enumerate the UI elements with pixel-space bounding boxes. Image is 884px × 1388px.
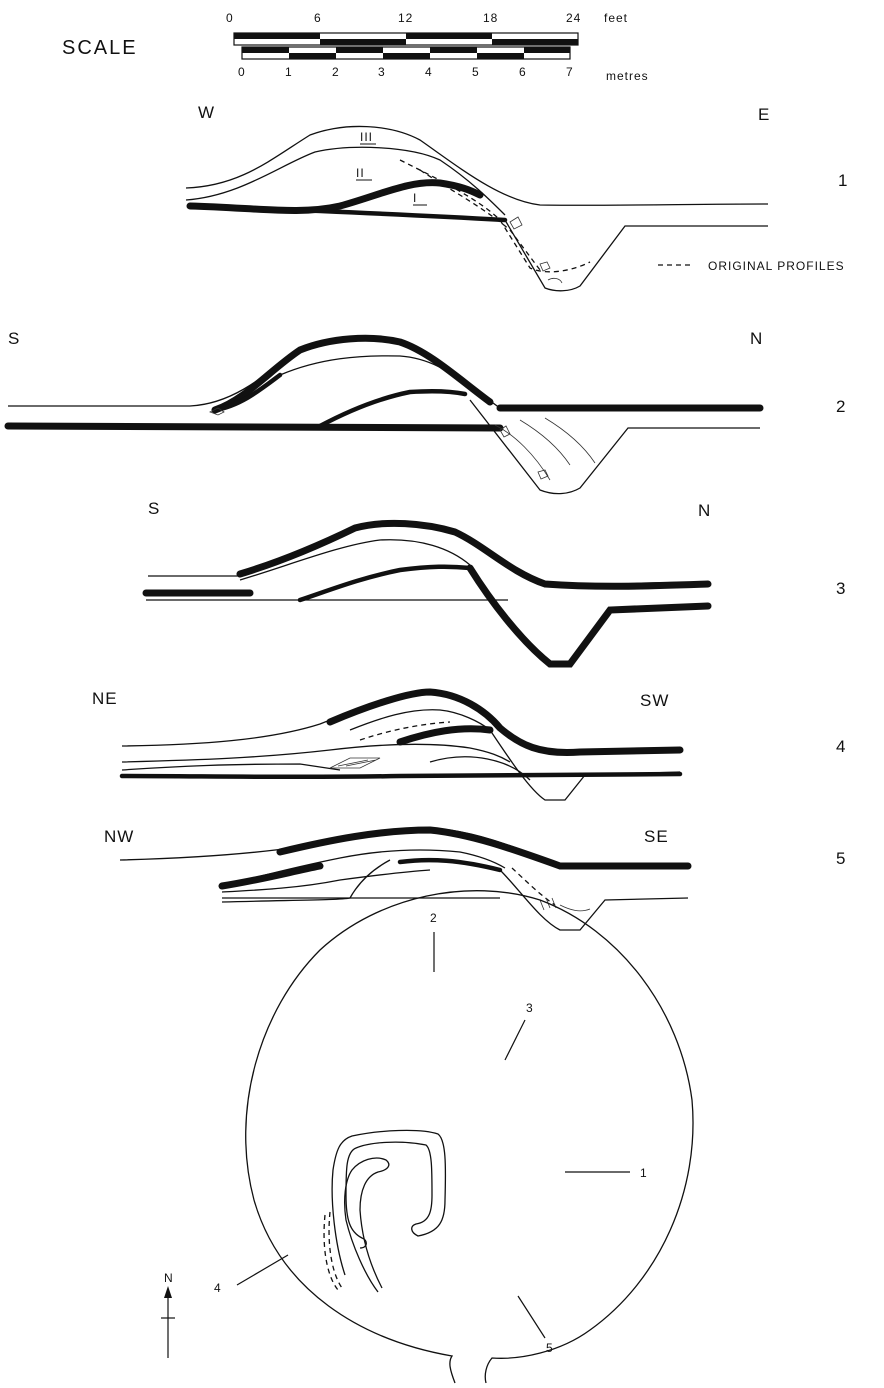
north-arrow-icon: N <box>161 1271 175 1358</box>
plan-label-5: 5 <box>546 1341 554 1355</box>
plan-label-3: 3 <box>526 1001 534 1015</box>
north-label: N <box>164 1271 174 1285</box>
section-3-left-label: S <box>148 499 160 518</box>
plan-label-1: 1 <box>640 1166 648 1180</box>
feet-tick-18: 18 <box>483 11 498 25</box>
feet-tick-12: 12 <box>398 11 413 25</box>
metre-tick-3: 3 <box>378 65 386 79</box>
feet-tick-6: 6 <box>314 11 322 25</box>
section-2: S N 2 <box>4 329 846 495</box>
section-4-number: 4 <box>836 737 846 756</box>
metre-tick-6: 6 <box>519 65 527 79</box>
bank-outline <box>245 890 694 1384</box>
section-2-number: 2 <box>836 397 846 416</box>
section-2-left-label: S <box>8 329 20 348</box>
plan-section-line-4 <box>236 1254 289 1286</box>
section-4: NE SW 4 <box>92 688 846 801</box>
section-4-left-label: NE <box>92 689 118 708</box>
metres-unit: metres <box>606 69 649 83</box>
section-1-number: 1 <box>838 171 848 190</box>
plan-section-line-5 <box>517 1295 546 1339</box>
feet-unit: feet <box>604 11 628 25</box>
section-5: NW SE 5 <box>104 826 846 931</box>
section-1: W E 1 III II I ORIGINAL PROFILES <box>185 103 848 292</box>
layer-label-III: III <box>360 130 373 144</box>
plan-section-line-3 <box>504 1019 526 1061</box>
scale-title: SCALE <box>62 37 138 59</box>
metre-tick-2: 2 <box>332 65 340 79</box>
scale-bar: SCALE 0 6 12 18 24 feet 0 1 2 3 4 5 6 7 … <box>62 11 649 83</box>
inner-ditch-outer <box>331 1129 447 1276</box>
layer-label-I: I <box>413 191 417 205</box>
plan-label-4: 4 <box>214 1281 222 1295</box>
section-3: S N 3 <box>142 499 846 668</box>
section-3-number: 3 <box>836 579 846 598</box>
metre-tick-0: 0 <box>238 65 246 79</box>
section-5-right-label: SE <box>644 827 669 846</box>
inner-ditch-inner <box>344 1157 390 1293</box>
section-5-left-label: NW <box>104 827 134 846</box>
legend-original-profiles: ORIGINAL PROFILES <box>708 259 845 273</box>
metre-tick-5: 5 <box>472 65 480 79</box>
metre-tick-7: 7 <box>566 65 574 79</box>
section-2-right-label: N <box>750 329 763 348</box>
plan-label-2: 2 <box>430 911 438 925</box>
section-4-right-label: SW <box>640 691 669 710</box>
section-1-right-label: E <box>758 105 770 124</box>
feet-tick-0: 0 <box>226 11 234 25</box>
feet-tick-24: 24 <box>566 11 581 25</box>
site-plan: 1 2 3 4 5 N <box>161 890 694 1384</box>
metre-tick-1: 1 <box>285 65 293 79</box>
metre-tick-4: 4 <box>425 65 433 79</box>
layer-label-II: II <box>356 166 365 180</box>
section-1-left-label: W <box>198 103 215 122</box>
section-3-right-label: N <box>698 501 711 520</box>
section-5-number: 5 <box>836 849 846 868</box>
